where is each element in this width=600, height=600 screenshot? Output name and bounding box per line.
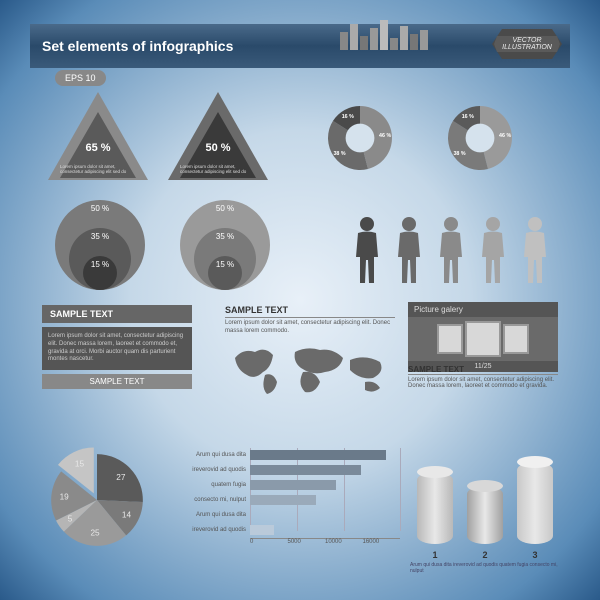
concentric-2: 50 %35 %15 %	[180, 200, 270, 290]
world-map-block: SAMPLE TEXT Lorem ipsum dolor sit amet, …	[225, 305, 395, 402]
svg-text:38 %: 38 %	[333, 151, 345, 157]
horizontal-bar-chart: Arum qui dusa ditaireverovid ad quodisqu…	[180, 448, 400, 545]
svg-text:14: 14	[122, 511, 132, 520]
eps-badge: EPS 10	[55, 70, 106, 86]
textbox-footer: SAMPLE TEXT	[42, 374, 192, 389]
triangle-chart-2: 50 % Lorem ipsum dolor sit amet, consect…	[168, 92, 268, 180]
header-banner: Set elements of infographics	[30, 24, 570, 68]
svg-text:25: 25	[90, 529, 100, 538]
donut-chart-2: 46 % 38 % 16 %	[440, 98, 520, 178]
sample-text-box: SAMPLE TEXT Lorem ipsum dolor sit amet, …	[42, 305, 192, 389]
gallery-title: Picture galery	[408, 302, 558, 317]
picture-gallery: Picture galery 11/25	[408, 302, 558, 372]
svg-text:19: 19	[60, 492, 70, 501]
vector-badge: VECTOR ILLUSTRATION	[492, 24, 562, 64]
svg-text:27: 27	[116, 473, 126, 482]
svg-text:15: 15	[75, 459, 85, 468]
header-title: Set elements of infographics	[42, 38, 233, 54]
svg-text:5: 5	[68, 515, 73, 524]
cylinder-caption: Arum qui dusa dita ireverovid ad quodis …	[410, 562, 560, 574]
map-text: Lorem ipsum dolor sit amet, consectetur …	[225, 320, 395, 336]
donut-chart-1: 46 % 38 % 16 %	[320, 98, 400, 178]
svg-text:46 %: 46 %	[379, 133, 391, 139]
pie-chart: 27 14 25 5 19 15	[42, 445, 152, 555]
concentric-1: 50 %35 %15 %	[55, 200, 145, 290]
gallery-strip[interactable]	[408, 317, 558, 361]
gallery-text-block: SAMPLE TEXT Lorem ipsum dolor sit amet, …	[408, 365, 558, 389]
map-title: SAMPLE TEXT	[225, 305, 395, 318]
cylinder-chart: 123	[410, 450, 560, 560]
svg-text:16 %: 16 %	[342, 114, 354, 120]
svg-text:38 %: 38 %	[453, 151, 465, 157]
svg-text:16 %: 16 %	[462, 114, 474, 120]
triangle-chart-1: 65 % Lorem ipsum dolor sit amet, consect…	[48, 92, 148, 180]
textbox-title: SAMPLE TEXT	[42, 305, 192, 323]
header-mini-bars	[340, 20, 428, 50]
svg-text:46 %: 46 %	[499, 133, 511, 139]
textbox-body: Lorem ipsum dolor sit amet, consectetur …	[42, 327, 192, 370]
world-map-icon	[225, 340, 395, 400]
people-icons	[350, 215, 552, 285]
